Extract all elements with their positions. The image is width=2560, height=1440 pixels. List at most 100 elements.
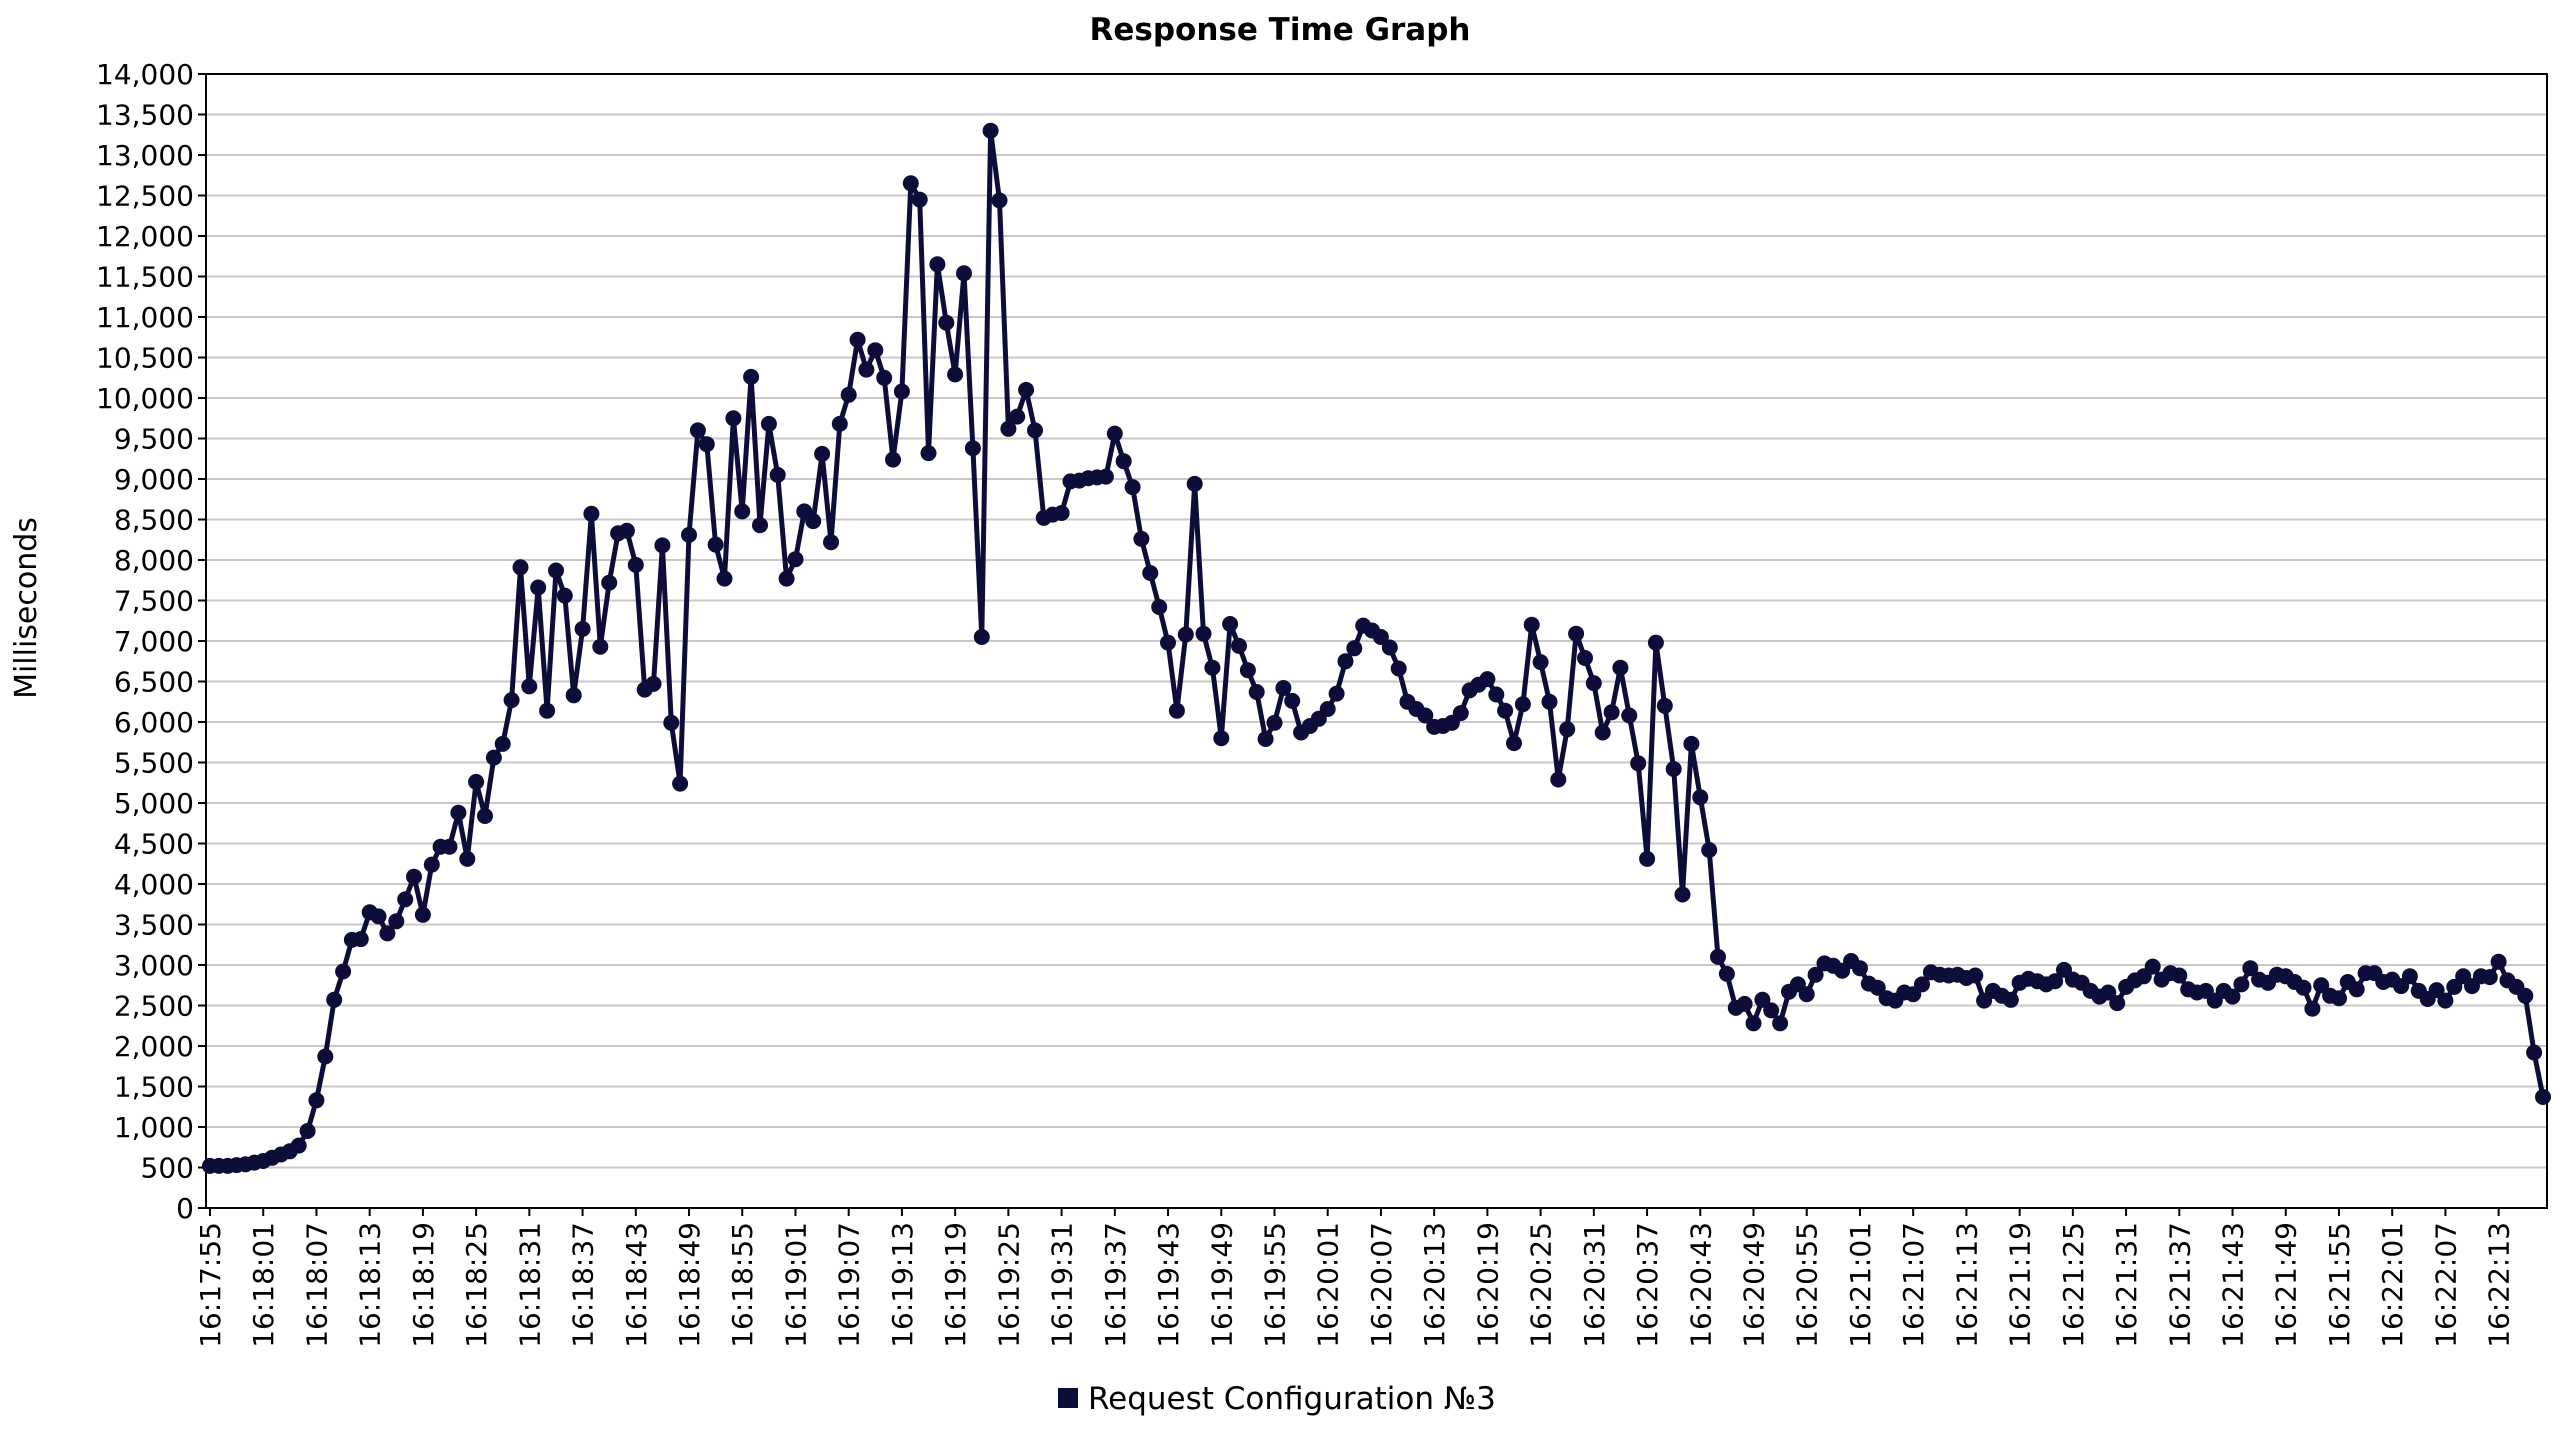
x-tick-label: 16:18:01 — [247, 1222, 280, 1348]
data-point — [2100, 984, 2117, 1001]
x-tick-label: 16:19:37 — [1099, 1222, 1132, 1348]
x-tick-label: 16:18:55 — [726, 1222, 759, 1348]
data-point — [663, 714, 680, 731]
y-tick-label: 1,500 — [114, 1071, 194, 1104]
data-point — [734, 503, 751, 520]
data-point — [290, 1137, 307, 1154]
data-point — [1151, 599, 1168, 615]
y-tick-label: 10,500 — [96, 342, 194, 375]
data-point — [574, 620, 591, 637]
data-point — [1577, 650, 1593, 666]
x-tick-label: 16:21:25 — [2057, 1222, 2090, 1348]
x-axis: 16:17:55 16:18:01 16:18:07 16:18:13 16:18:19… — [194, 1208, 2516, 1348]
data-point — [654, 537, 671, 554]
data-point — [2109, 995, 2126, 1012]
data-point — [982, 122, 999, 139]
data-point — [2242, 960, 2259, 977]
x-tick-label: 16:19:01 — [779, 1222, 812, 1348]
data-point — [689, 422, 706, 439]
data-point — [1372, 629, 1389, 645]
data-point — [1177, 626, 1194, 643]
data-point — [2490, 953, 2507, 970]
x-tick-label: 16:20:13 — [1418, 1222, 1451, 1348]
data-point — [1204, 659, 1221, 676]
data-point — [752, 517, 768, 534]
data-point — [1603, 704, 1620, 721]
data-point — [1452, 705, 1469, 722]
data-point — [1869, 979, 1886, 996]
data-point — [2535, 1089, 2551, 1105]
data-point — [1213, 730, 1230, 747]
data-point — [1275, 680, 1292, 696]
y-axis: 0 500 1,000 1,500 2,000 2,500 3,000 3,500 4,000 4… — [96, 58, 206, 1225]
data-point — [414, 906, 431, 923]
data-point — [1532, 654, 1549, 671]
data-point — [973, 629, 990, 645]
y-tick-label: 7,500 — [114, 585, 194, 618]
data-point — [370, 908, 387, 925]
data-point — [1231, 637, 1247, 654]
data-point — [840, 386, 857, 403]
data-point — [592, 638, 609, 655]
y-tick-label: 1,000 — [114, 1111, 194, 1144]
y-tick-label: 4,000 — [114, 868, 194, 901]
data-point — [627, 556, 644, 573]
data-point — [1106, 425, 1123, 442]
data-point — [1665, 761, 1682, 777]
data-point — [1852, 960, 1868, 977]
x-tick-label: 16:18:37 — [567, 1222, 600, 1348]
data-point — [787, 551, 804, 568]
data-point — [556, 587, 573, 604]
data-point — [823, 534, 839, 551]
data-point — [1674, 886, 1691, 903]
data-point — [1027, 422, 1043, 439]
x-tick-label: 16:20:49 — [1738, 1222, 1771, 1348]
data-point — [601, 574, 618, 591]
data-point — [1754, 991, 1771, 1008]
data-point — [1257, 731, 1274, 747]
y-tick-label: 11,000 — [96, 301, 194, 334]
x-tick-label: 16:21:43 — [2217, 1222, 2250, 1348]
x-tick-label: 16:19:49 — [1205, 1222, 1238, 1348]
data-point — [335, 963, 352, 980]
data-point — [707, 536, 724, 553]
data-point — [1541, 693, 1558, 710]
data-point — [1497, 702, 1514, 719]
data-point — [1239, 662, 1256, 679]
y-tick-label: 4,500 — [114, 828, 194, 861]
x-tick-label: 16:19:55 — [1258, 1222, 1291, 1348]
y-tick-label: 14,000 — [96, 58, 194, 91]
y-tick-label: 9,000 — [114, 463, 194, 496]
data-point — [645, 675, 662, 692]
data-point — [947, 366, 964, 383]
x-tick-label: 16:19:13 — [886, 1222, 919, 1348]
data-point — [1097, 468, 1114, 485]
data-point — [450, 804, 467, 821]
data-point — [831, 415, 848, 432]
data-point — [2313, 977, 2330, 994]
y-tick-label: 8,500 — [114, 504, 194, 537]
data-point — [459, 850, 476, 867]
legend-label: Request Configuration №3 — [1088, 1381, 1496, 1417]
data-point — [494, 735, 511, 752]
data-point — [1381, 639, 1398, 656]
data-point — [858, 361, 875, 378]
data-point — [521, 678, 538, 695]
data-point — [1701, 842, 1718, 858]
data-point — [2224, 988, 2241, 1005]
data-point — [1319, 701, 1336, 717]
data-point — [503, 692, 520, 709]
y-axis-title: Milliseconds — [9, 517, 44, 699]
data-point — [698, 436, 715, 453]
data-point — [548, 562, 564, 579]
data-point — [2526, 1044, 2543, 1061]
x-tick-label: 16:17:55 — [194, 1222, 227, 1348]
data-point — [1718, 965, 1735, 982]
data-point — [1559, 721, 1576, 738]
data-point — [2144, 958, 2161, 975]
data-point — [308, 1092, 325, 1109]
x-tick-label: 16:21:37 — [2163, 1222, 2196, 1348]
data-point — [1009, 408, 1026, 425]
x-tick-label: 16:20:31 — [1578, 1222, 1611, 1348]
